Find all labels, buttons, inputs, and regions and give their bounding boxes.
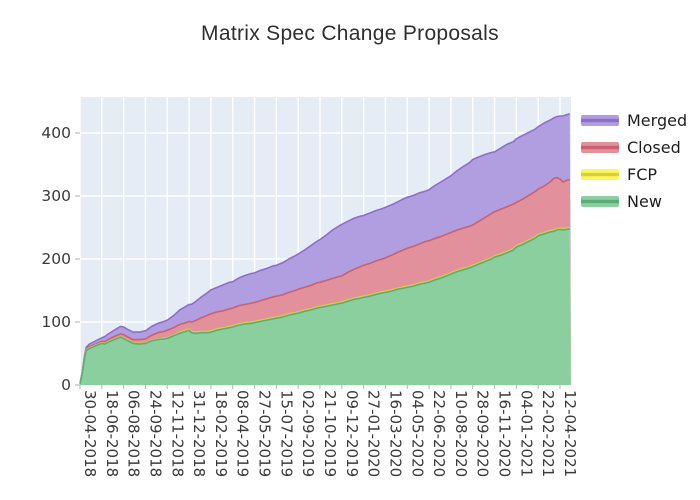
legend: Merged Closed FCP New <box>581 107 687 215</box>
x-tick-label: 09-12-2019 <box>343 390 361 477</box>
legend-label: New <box>627 192 662 211</box>
x-tick-label: 10-08-2020 <box>452 390 470 477</box>
chart-title: Matrix Spec Change Proposals <box>201 22 499 45</box>
x-tick-label: 22-02-2021 <box>539 390 557 477</box>
x-tick-label: 02-09-2019 <box>299 390 317 477</box>
x-tick-label: 18-02-2019 <box>212 390 230 477</box>
y-tick-label: 400 <box>41 124 71 142</box>
line-closed <box>79 176 570 384</box>
x-tick-label: 24-09-2018 <box>146 390 164 477</box>
legend-swatch-closed <box>581 142 619 153</box>
legend-swatch-new <box>581 196 619 207</box>
x-tick-label: 08-04-2019 <box>234 390 252 477</box>
x-tick-label: 27-01-2020 <box>365 390 383 477</box>
x-tick-label: 18-06-2018 <box>103 390 121 477</box>
x-tick-label: 21-10-2019 <box>321 390 339 477</box>
x-tick-label: 04-01-2021 <box>517 390 535 477</box>
x-tick-label: 12-04-2021 <box>561 390 579 477</box>
legend-item-closed[interactable]: Closed <box>581 134 687 161</box>
legend-swatch-fcp <box>581 169 619 180</box>
x-tick-label: 30-04-2018 <box>81 390 99 477</box>
y-tick-label: 0 <box>61 376 71 394</box>
x-tick-label: 27-05-2019 <box>256 390 274 477</box>
legend-label: Closed <box>627 138 681 157</box>
x-tick-label: 15-07-2019 <box>277 390 295 477</box>
y-tick-label: 100 <box>41 313 71 331</box>
x-tick-label: 06-08-2018 <box>125 390 143 477</box>
line-merged <box>79 113 570 384</box>
legend-swatch-merged <box>581 115 619 126</box>
x-tick-label: 16-11-2020 <box>496 390 514 477</box>
x-tick-label: 16-03-2020 <box>386 390 404 477</box>
x-tick-label: 12-11-2018 <box>168 390 186 477</box>
x-tick-label: 04-05-2020 <box>408 390 426 477</box>
x-tick-label: 22-06-2020 <box>430 390 448 477</box>
y-tick-label: 200 <box>41 250 71 268</box>
legend-item-fcp[interactable]: FCP <box>581 161 687 188</box>
legend-label: Merged <box>627 111 688 130</box>
line-new <box>79 228 570 384</box>
x-tick-label: 28-09-2020 <box>474 390 492 477</box>
legend-item-new[interactable]: New <box>581 188 687 215</box>
y-tick-label: 300 <box>41 187 71 205</box>
legend-item-merged[interactable]: Merged <box>581 107 687 134</box>
legend-label: FCP <box>627 165 658 184</box>
x-tick-label: 31-12-2018 <box>190 390 208 477</box>
